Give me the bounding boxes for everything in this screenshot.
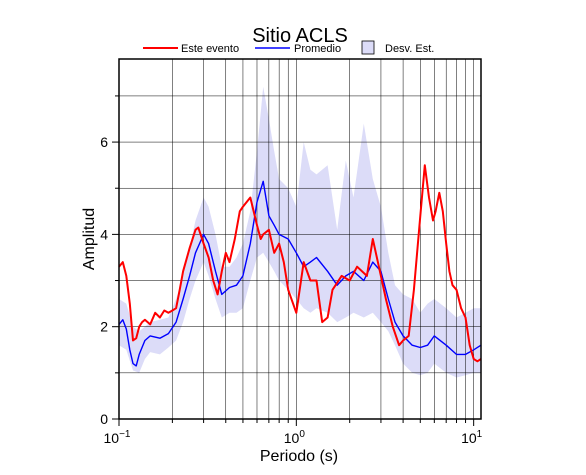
series-line-este-evento <box>118 164 482 363</box>
x-axis-label: Periodo (s) <box>260 448 338 465</box>
legend-label-promedio: Promedio <box>294 43 341 55</box>
legend-label-este-evento: Este evento <box>181 43 239 55</box>
y-tick-label: 6 <box>100 134 108 150</box>
chart-title: Sitio ACLS <box>252 25 348 47</box>
plot-area: 0 2 4 6 10−1 100 101 <box>100 58 483 446</box>
y-axis-label: Amplitud <box>81 208 98 270</box>
x-tick-label: 100 <box>284 429 306 446</box>
y-tick-label: 0 <box>100 411 108 427</box>
y-tick-label: 2 <box>100 319 108 335</box>
series-line-promedio <box>118 180 482 367</box>
legend-swatch-desv-est <box>361 40 375 55</box>
std-dev-band <box>119 86 481 378</box>
x-tick-label: 101 <box>461 429 483 446</box>
legend-label-desv-est: Desv. Est. <box>385 43 434 55</box>
y-tick-label: 4 <box>100 226 108 242</box>
x-tick-label: 10−1 <box>104 429 131 446</box>
plot-frame <box>118 58 482 420</box>
legend: Este evento Promedio Desv. Est. <box>143 40 434 55</box>
